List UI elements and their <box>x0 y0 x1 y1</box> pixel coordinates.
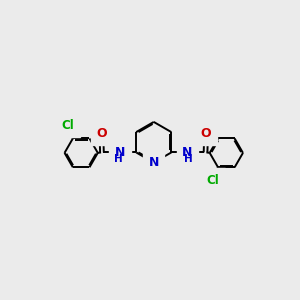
Text: Cl: Cl <box>206 174 219 187</box>
Text: H: H <box>184 154 193 164</box>
Text: Cl: Cl <box>61 119 74 132</box>
Text: N: N <box>182 146 193 159</box>
Text: O: O <box>96 127 107 140</box>
Text: N: N <box>148 156 159 169</box>
Text: N: N <box>115 146 125 159</box>
Text: O: O <box>201 127 211 140</box>
Text: H: H <box>114 154 123 164</box>
